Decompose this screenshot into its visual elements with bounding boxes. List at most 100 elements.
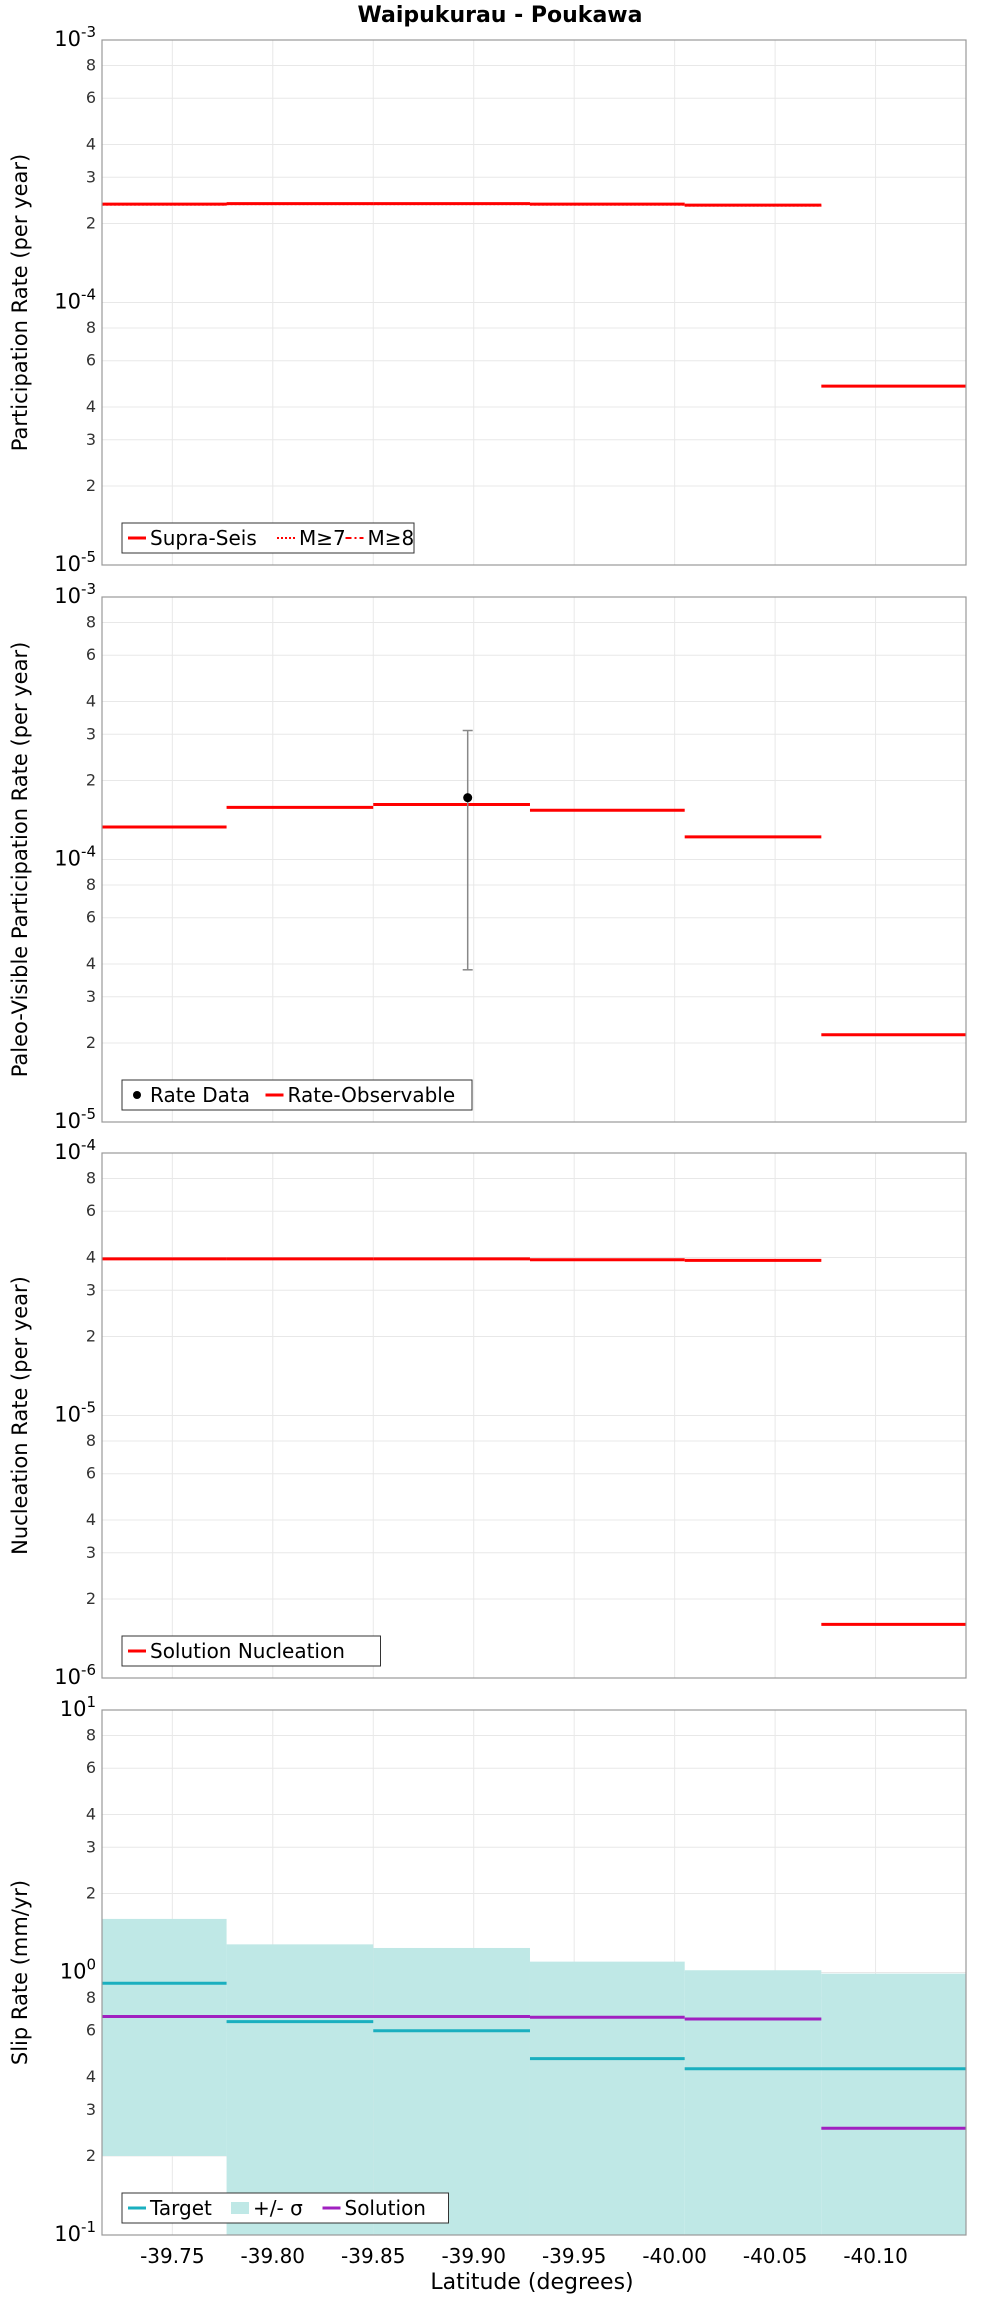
- legend: Rate Data Rate-Observable: [121, 1079, 473, 1111]
- x-tick-label: -40.05: [743, 2244, 807, 2268]
- panel-1: 10-3 8 6 4 3 2 10-4 8 6 4 3 2 10-5 Participation Rate…: [8, 23, 967, 576]
- y-tick-label: 10-5: [54, 1399, 96, 1427]
- y-tick-label: 2: [86, 770, 96, 789]
- legend-label: Solution: [345, 2196, 426, 2220]
- y-tick-label: 6: [86, 2021, 96, 2040]
- y-tick-label: 4: [86, 1247, 96, 1266]
- y-tick-label: 8: [86, 612, 96, 631]
- x-tick-label: -39.80: [241, 2244, 305, 2268]
- y-tick-label: 10-5: [54, 1105, 96, 1133]
- y-tick-label: 2: [86, 1326, 96, 1345]
- y-tick-label: 8: [86, 1725, 96, 1744]
- y-tick-label: 10-3: [54, 580, 96, 608]
- x-tick-label: -40.00: [642, 2244, 706, 2268]
- y-tick-label: 3: [86, 1837, 96, 1856]
- y-axis-label: Paleo-Visible Participation Rate (per ye…: [8, 642, 32, 1078]
- y-tick-label: 3: [86, 724, 96, 743]
- y-tick-label: 101: [60, 1693, 96, 1721]
- y-tick-label: 6: [86, 1464, 96, 1483]
- y-tick-label: 8: [86, 318, 96, 337]
- x-tick-label: -39.90: [441, 2244, 505, 2268]
- legend-label: Rate Data: [150, 1083, 250, 1107]
- x-tick-label: -40.10: [843, 2244, 907, 2268]
- y-tick-label: 100: [60, 1956, 96, 1984]
- y-tick-label: 10-3: [54, 23, 96, 51]
- y-axis-label: Slip Rate (mm/yr): [8, 1880, 32, 2065]
- y-tick-label: 2: [86, 1589, 96, 1608]
- y-tick-label: 2: [86, 2146, 96, 2165]
- y-tick-label: 4: [86, 2067, 96, 2086]
- y-tick-label: 6: [86, 88, 96, 107]
- legend-box: [121, 522, 415, 554]
- y-tick-label: 10-4: [54, 1136, 96, 1164]
- y-tick-label: 2: [86, 1883, 96, 1902]
- legend-box: [121, 2192, 449, 2224]
- sigma-band: [529, 1961, 685, 2235]
- x-tick-label: -39.95: [542, 2244, 606, 2268]
- legend-marker: [231, 2202, 249, 2214]
- y-tick-label: 4: [86, 134, 96, 153]
- y-tick-label: 4: [86, 397, 96, 416]
- panel-4: 101 8 6 4 3 2 100 8 6 4 3 2 10-1 Slip Rate (mm/yr) Tar…: [8, 1693, 967, 2246]
- sigma-band: [684, 1970, 822, 2235]
- legend: Solution Nucleation: [121, 1635, 381, 1667]
- y-tick-label: 10-4: [54, 843, 96, 871]
- y-axis-label: Participation Rate (per year): [8, 154, 32, 451]
- legend: Target +/- σ Solution: [121, 2192, 449, 2224]
- legend-label: M≥7: [299, 526, 346, 550]
- y-tick-label: 2: [86, 1033, 96, 1052]
- legend-label: M≥8: [368, 526, 415, 550]
- panel-2: 10-3 8 6 4 3 2 10-4 8 6 4 3 2 10-5 Paleo-Visible Part…: [8, 580, 967, 1133]
- plot-frame: [101, 1152, 967, 1679]
- sigma-band: [102, 1918, 227, 2156]
- x-tick-label: -39.75: [140, 2244, 204, 2268]
- y-tick-label: 6: [86, 645, 96, 664]
- legend-box: [121, 1635, 381, 1667]
- panels: 10-3 8 6 4 3 2 10-4 8 6 4 3 2 10-5 Participation Rate…: [8, 23, 967, 2268]
- plot-frame: [101, 39, 967, 566]
- y-tick-label: 8: [86, 55, 96, 74]
- y-tick-label: 8: [86, 1988, 96, 2007]
- plot-frame: [101, 1709, 967, 2236]
- plot-frame: [101, 596, 967, 1123]
- legend-marker: [133, 1091, 141, 1099]
- y-tick-label: 2: [86, 476, 96, 495]
- legend-label: Solution Nucleation: [150, 1639, 345, 1663]
- panel-3: 10-4 8 6 4 3 2 10-5 8 6 4 3 2 10-6 Nucleation Rate (p…: [8, 1136, 967, 1689]
- y-tick-label: 10-1: [54, 2218, 96, 2246]
- y-tick-label: 10-5: [54, 548, 96, 576]
- y-tick-label: 6: [86, 1201, 96, 1220]
- y-tick-label: 8: [86, 1168, 96, 1187]
- sigma-band: [821, 1973, 966, 2235]
- y-tick-label: 6: [86, 908, 96, 927]
- legend: Supra-Seis M≥7 M≥8: [121, 522, 415, 554]
- y-tick-label: 3: [86, 987, 96, 1006]
- y-tick-label: 3: [86, 1543, 96, 1562]
- y-tick-label: 8: [86, 1431, 96, 1450]
- sigma-band: [373, 1947, 530, 2235]
- y-tick-label: 3: [86, 2100, 96, 2119]
- legend-label: +/- σ: [253, 2196, 303, 2220]
- x-tick-label: -39.85: [341, 2244, 405, 2268]
- legend-label: Target: [149, 2196, 212, 2220]
- y-tick-label: 10-6: [54, 1661, 96, 1689]
- x-axis-label: Latitude (degrees): [430, 2270, 633, 2295]
- y-axis-label: Nucleation Rate (per year): [8, 1276, 32, 1555]
- y-tick-label: 10-4: [54, 286, 96, 314]
- y-tick-label: 3: [86, 430, 96, 449]
- y-tick-label: 4: [86, 1510, 96, 1529]
- y-tick-label: 3: [86, 167, 96, 186]
- y-tick-label: 6: [86, 351, 96, 370]
- legend-box: [121, 1079, 473, 1111]
- legend-label: Supra-Seis: [150, 526, 257, 550]
- y-tick-label: 4: [86, 691, 96, 710]
- y-tick-label: 2: [86, 213, 96, 232]
- rate-data-point: [463, 793, 473, 803]
- y-tick-label: 3: [86, 1280, 96, 1299]
- chart-title: Waipukurau - Poukawa: [358, 3, 643, 28]
- sigma-band: [226, 1944, 374, 2235]
- legend-label: Rate-Observable: [288, 1083, 456, 1107]
- y-tick-label: 4: [86, 954, 96, 973]
- y-tick-label: 6: [86, 1758, 96, 1777]
